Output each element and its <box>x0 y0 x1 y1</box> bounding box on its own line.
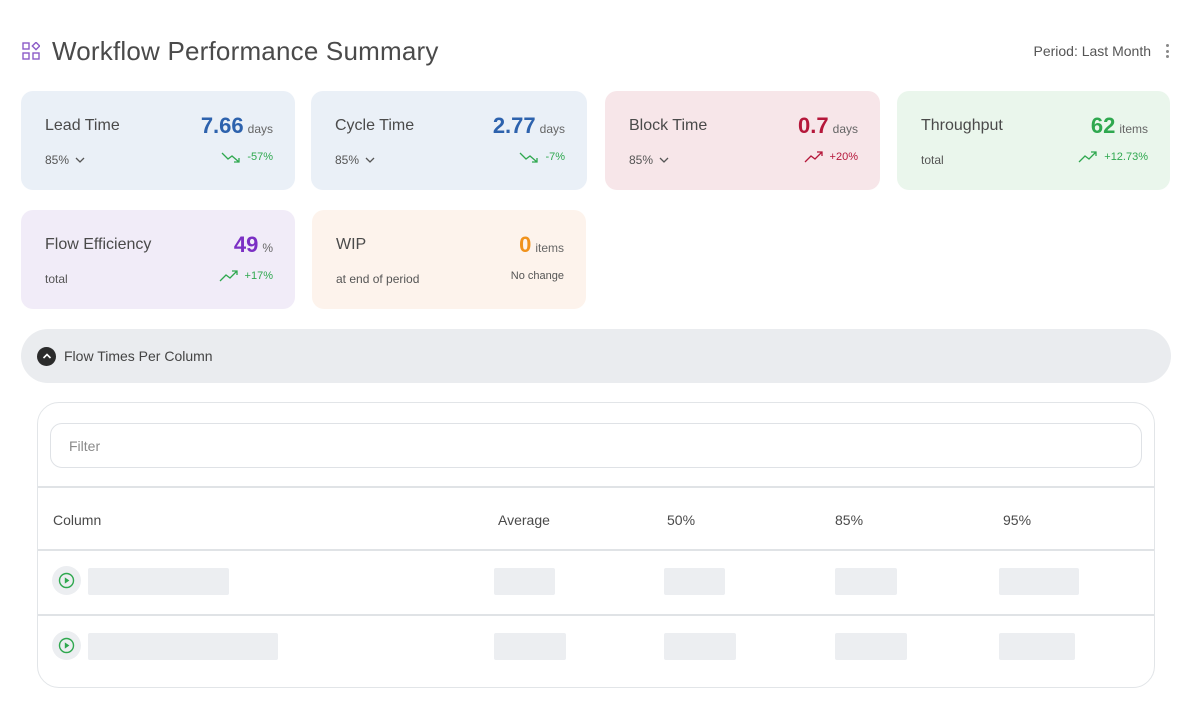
metric-label: Cycle Time <box>335 117 415 134</box>
metric-unit: days <box>539 122 565 136</box>
loading-placeholder <box>494 568 555 595</box>
loading-placeholder <box>835 633 907 660</box>
flow-times-table: Column Average 50% 85% 95% <box>37 402 1155 688</box>
filter-input[interactable] <box>50 423 1142 468</box>
column-header-average[interactable]: Average <box>498 512 550 528</box>
metric-unit: items <box>1119 122 1148 136</box>
column-header-p85[interactable]: 85% <box>835 512 864 528</box>
metric-card-wip: WIP 0 items at end of period No change <box>312 210 586 309</box>
metric-label: Throughput <box>921 117 1003 134</box>
metric-card-flow-efficiency: Flow Efficiency 49 % total +17% <box>21 210 295 309</box>
loading-placeholder <box>999 568 1079 595</box>
percentile-value: 85% <box>45 153 70 167</box>
metric-unit: items <box>535 241 564 255</box>
loading-placeholder <box>664 633 736 660</box>
metric-label: WIP <box>336 236 367 253</box>
flow-times-section-toggle[interactable]: Flow Times Per Column <box>21 329 1171 383</box>
metric-value: 0 items <box>519 232 564 258</box>
period-selector[interactable]: Period: Last Month <box>1033 43 1151 59</box>
trending-up-icon <box>219 270 238 282</box>
subtext-value: total <box>45 272 68 286</box>
metric-card-throughput: Throughput 62 items total +12.73% <box>897 91 1170 190</box>
trend-value: +17% <box>244 270 273 282</box>
metric-number: 49 <box>233 232 259 257</box>
loading-placeholder <box>999 633 1075 660</box>
play-circle-icon[interactable] <box>52 631 81 660</box>
metric-number: 0.7 <box>798 113 829 138</box>
play-circle-icon[interactable] <box>52 566 81 595</box>
chevron-down-icon <box>659 157 669 163</box>
metric-card-lead-time: Lead Time 7.66 days 85% -57% <box>21 91 295 190</box>
metric-number: 7.66 <box>200 113 244 138</box>
divider <box>38 614 1154 616</box>
metric-number: 62 <box>1090 113 1116 138</box>
metric-unit: days <box>247 122 273 136</box>
metric-trend: -57% <box>221 151 273 163</box>
loading-placeholder <box>88 633 278 660</box>
trend-value: +12.73% <box>1104 151 1148 163</box>
metric-unit: days <box>832 122 858 136</box>
metric-unit: % <box>262 241 273 255</box>
column-header-p95[interactable]: 95% <box>1003 512 1032 528</box>
subtext-value: total <box>921 153 944 167</box>
percentile-value: 85% <box>335 153 360 167</box>
loading-placeholder <box>88 568 229 595</box>
metric-subtext: total <box>921 153 944 167</box>
percentile-dropdown[interactable]: 85% <box>629 153 669 167</box>
metric-value: 7.66 days <box>201 113 273 139</box>
metric-trend: -7% <box>519 151 565 163</box>
metric-subtext: total <box>45 272 68 286</box>
table-row <box>38 550 1154 614</box>
metric-label: Lead Time <box>45 117 120 134</box>
trend-value: No change <box>510 270 564 282</box>
loading-placeholder <box>494 633 566 660</box>
chevron-down-icon <box>365 157 375 163</box>
metric-card-cycle-time: Cycle Time 2.77 days 85% -7% <box>311 91 587 190</box>
divider <box>38 549 1154 551</box>
metric-value: 49 % <box>234 232 273 258</box>
trending-up-icon <box>1078 151 1097 163</box>
trend-value: +20% <box>829 151 858 163</box>
kebab-menu-icon[interactable] <box>1161 41 1173 61</box>
page-header: Workflow Performance Summary Period: Las… <box>22 34 1177 68</box>
loading-placeholder <box>835 568 897 595</box>
trending-up-icon <box>804 151 823 163</box>
table-row <box>38 615 1154 679</box>
divider <box>38 486 1154 488</box>
chevron-up-icon[interactable] <box>37 346 56 366</box>
metric-value: 2.77 days <box>493 113 565 139</box>
column-header-p50[interactable]: 50% <box>667 512 696 528</box>
metric-label: Block Time <box>629 117 708 134</box>
widgets-icon <box>22 42 40 60</box>
trending-down-icon <box>221 152 240 163</box>
trending-down-icon <box>519 152 539 163</box>
percentile-dropdown[interactable]: 85% <box>45 153 85 167</box>
section-title: Flow Times Per Column <box>64 348 213 364</box>
percentile-dropdown[interactable]: 85% <box>335 153 375 167</box>
chevron-down-icon <box>75 157 85 163</box>
page-title: Workflow Performance Summary <box>52 35 439 66</box>
metric-number: 0 <box>519 232 532 257</box>
percentile-value: 85% <box>629 153 654 167</box>
metric-subtext: at end of period <box>336 272 419 286</box>
trend-value: -57% <box>247 151 273 163</box>
loading-placeholder <box>664 568 725 595</box>
trend-value: -7% <box>545 151 565 163</box>
metric-trend: +20% <box>804 151 858 163</box>
metric-trend: +17% <box>219 270 273 282</box>
metric-label: Flow Efficiency <box>45 236 152 253</box>
metric-trend: +12.73% <box>1078 151 1148 163</box>
metric-number: 2.77 <box>492 113 536 138</box>
metric-trend: No change <box>511 270 564 282</box>
metric-value: 0.7 days <box>798 113 858 139</box>
column-header-column[interactable]: Column <box>53 512 102 528</box>
metric-card-block-time: Block Time 0.7 days 85% +20% <box>605 91 880 190</box>
subtext-value: at end of period <box>336 272 420 286</box>
metric-value: 62 items <box>1091 113 1148 139</box>
